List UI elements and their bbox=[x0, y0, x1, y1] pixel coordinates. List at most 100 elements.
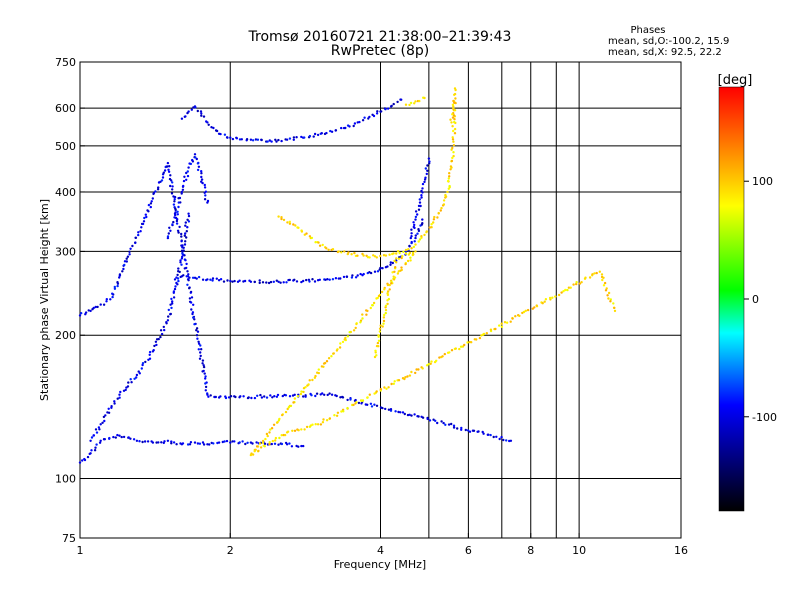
data-point bbox=[410, 235, 413, 238]
data-point bbox=[372, 254, 375, 257]
data-point bbox=[377, 339, 381, 342]
data-point bbox=[414, 218, 417, 221]
data-point bbox=[211, 277, 215, 280]
data-point bbox=[448, 175, 451, 178]
data-point bbox=[288, 278, 291, 282]
data-point bbox=[169, 174, 172, 177]
data-point bbox=[197, 340, 200, 343]
data-point bbox=[235, 137, 239, 140]
data-point bbox=[144, 213, 147, 216]
data-point bbox=[202, 365, 206, 369]
data-point bbox=[378, 330, 382, 333]
data-point bbox=[184, 221, 187, 224]
data-point bbox=[365, 309, 368, 312]
data-point bbox=[495, 435, 498, 438]
data-point bbox=[171, 302, 174, 305]
data-point bbox=[105, 298, 109, 301]
data-point bbox=[279, 281, 282, 284]
data-point bbox=[377, 334, 380, 337]
data-point bbox=[410, 240, 413, 244]
data-point bbox=[400, 98, 403, 101]
data-point bbox=[173, 195, 177, 199]
data-point bbox=[251, 442, 254, 445]
data-point bbox=[293, 393, 296, 396]
data-point bbox=[118, 393, 121, 396]
data-point bbox=[408, 103, 411, 107]
data-point bbox=[450, 422, 453, 426]
data-point bbox=[409, 236, 412, 240]
data-point bbox=[128, 250, 131, 253]
data-point bbox=[297, 429, 300, 432]
data-point bbox=[361, 119, 365, 122]
data-point bbox=[170, 192, 174, 195]
data-point bbox=[386, 292, 389, 295]
data-point bbox=[423, 180, 426, 184]
data-point bbox=[427, 363, 430, 366]
data-point bbox=[316, 133, 320, 137]
data-point bbox=[368, 393, 371, 396]
data-point bbox=[533, 306, 536, 309]
data-point bbox=[340, 126, 343, 130]
data-point bbox=[358, 120, 361, 124]
data-point bbox=[372, 301, 376, 305]
data-point bbox=[286, 430, 290, 433]
data-point bbox=[288, 220, 291, 223]
data-point bbox=[321, 421, 325, 424]
data-point bbox=[170, 179, 173, 182]
data-point bbox=[444, 193, 447, 197]
data-point bbox=[203, 372, 206, 375]
data-point bbox=[463, 343, 466, 347]
y-tick-label: 200 bbox=[55, 329, 76, 342]
data-point bbox=[356, 274, 359, 277]
data-point bbox=[266, 140, 269, 143]
data-point bbox=[606, 294, 609, 297]
data-point bbox=[174, 207, 177, 210]
data-point bbox=[137, 233, 140, 237]
data-point bbox=[125, 257, 128, 260]
data-point bbox=[175, 219, 179, 223]
data-point bbox=[384, 304, 388, 307]
data-point bbox=[415, 368, 418, 371]
data-point bbox=[352, 124, 355, 128]
data-point bbox=[414, 243, 417, 246]
data-point bbox=[388, 253, 391, 256]
data-point bbox=[249, 138, 253, 141]
data-point bbox=[259, 446, 263, 449]
data-point bbox=[452, 106, 455, 110]
data-point bbox=[129, 437, 132, 440]
data-point bbox=[268, 441, 271, 444]
data-point bbox=[338, 346, 342, 349]
data-point bbox=[155, 343, 158, 347]
data-point bbox=[173, 278, 177, 281]
data-point bbox=[83, 457, 86, 461]
data-point bbox=[140, 226, 143, 229]
data-point bbox=[332, 352, 335, 355]
data-point bbox=[191, 276, 195, 279]
data-point bbox=[186, 218, 189, 221]
data-point bbox=[305, 232, 308, 235]
data-point bbox=[498, 437, 501, 441]
data-point bbox=[400, 266, 403, 269]
data-point bbox=[524, 309, 527, 312]
data-point bbox=[372, 114, 376, 118]
data-point bbox=[183, 243, 187, 246]
data-point bbox=[387, 297, 391, 301]
data-point bbox=[603, 281, 607, 285]
data-point bbox=[193, 441, 197, 444]
data-point bbox=[187, 279, 190, 282]
data-point bbox=[423, 96, 426, 100]
data-point bbox=[420, 194, 423, 197]
data-point bbox=[143, 440, 147, 443]
data-point bbox=[207, 123, 210, 127]
data-point bbox=[271, 396, 274, 399]
data-point bbox=[300, 444, 303, 448]
data-point bbox=[233, 279, 236, 283]
data-point bbox=[392, 102, 395, 106]
data-point bbox=[172, 441, 176, 444]
data-point bbox=[294, 224, 297, 227]
data-point bbox=[441, 355, 444, 358]
data-point bbox=[503, 321, 507, 324]
data-point bbox=[386, 107, 390, 110]
data-point bbox=[116, 433, 119, 437]
data-point bbox=[181, 244, 184, 247]
